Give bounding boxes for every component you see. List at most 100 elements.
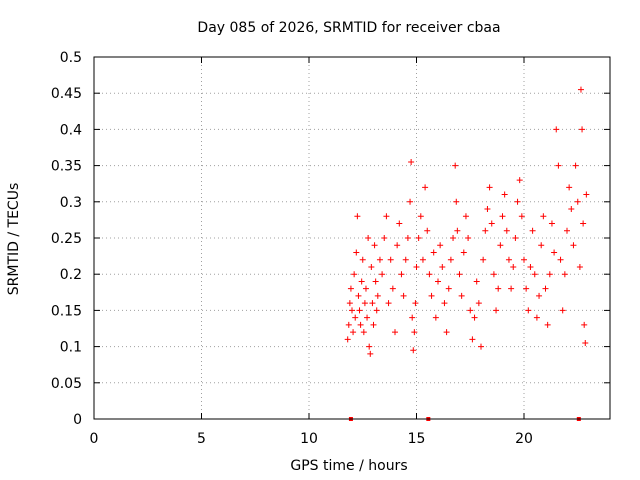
data-point (374, 292, 381, 299)
data-point (572, 162, 579, 169)
data-point (447, 256, 454, 263)
data-point (408, 158, 415, 165)
data-point (458, 292, 465, 299)
data-point (357, 321, 364, 328)
data-point (538, 242, 545, 249)
data-point (407, 198, 414, 205)
data-point (579, 126, 586, 133)
data-point (439, 263, 446, 270)
data-point (453, 198, 460, 205)
data-point (383, 213, 390, 220)
data-point (404, 235, 411, 241)
data-point (475, 300, 482, 307)
data-point (367, 350, 374, 357)
data-point (369, 300, 376, 307)
data-point (460, 249, 467, 256)
data-point (379, 271, 386, 278)
data-point (544, 321, 551, 328)
x-tick-label: 15 (408, 431, 426, 447)
data-point (533, 314, 540, 321)
data-point (370, 321, 377, 328)
points-layer (344, 86, 590, 357)
data-point (583, 191, 590, 198)
chart-title: Day 085 of 2026, SRMTID for receiver cba… (197, 20, 500, 36)
data-point (495, 285, 502, 292)
data-point (581, 321, 588, 328)
data-point (412, 300, 419, 307)
y-tick-label: 0.05 (51, 376, 82, 392)
data-point (480, 256, 487, 263)
x-tick-label: 20 (515, 431, 533, 447)
y-tick-label: 0.2 (60, 267, 82, 283)
data-point (450, 235, 457, 241)
x-tick-label: 5 (197, 431, 206, 447)
data-point (559, 307, 566, 314)
data-point (424, 227, 431, 234)
data-point (484, 206, 491, 213)
y-tick-label: 0.15 (51, 303, 82, 319)
data-point (488, 220, 495, 227)
data-point (564, 227, 570, 234)
data-point (387, 256, 394, 263)
data-point (376, 256, 383, 263)
x-tick-label: 0 (90, 431, 99, 447)
data-point (402, 256, 409, 263)
data-point (364, 314, 371, 321)
data-point (582, 339, 589, 346)
data-point (503, 227, 510, 234)
data-point (462, 213, 469, 220)
data-point (371, 242, 378, 249)
data-point (443, 329, 450, 336)
data-point (365, 235, 372, 241)
data-point (551, 249, 558, 256)
data-point (394, 242, 401, 249)
data-point (417, 213, 424, 220)
data-point (501, 191, 508, 198)
data-point (527, 263, 534, 270)
x-axis-label: GPS time / hours (290, 458, 407, 474)
data-point (518, 213, 525, 220)
data-point (456, 271, 463, 278)
data-point (352, 314, 359, 321)
data-point (574, 198, 581, 205)
data-point (355, 292, 362, 299)
data-point (465, 235, 472, 241)
data-point (373, 307, 380, 314)
y-tick-label: 0.45 (51, 86, 82, 102)
data-point (482, 227, 489, 234)
data-point (521, 256, 527, 263)
data-point (381, 235, 388, 241)
data-point (368, 263, 375, 270)
data-point (441, 300, 448, 307)
data-point (346, 300, 353, 307)
data-point (576, 263, 583, 270)
data-point (359, 256, 366, 263)
data-point (529, 227, 536, 234)
data-point (430, 249, 437, 256)
data-point (392, 329, 398, 336)
data-point (561, 271, 568, 278)
data-point (546, 271, 553, 278)
data-point (356, 307, 363, 314)
data-point (514, 198, 521, 205)
data-point (428, 292, 435, 299)
data-point (372, 278, 379, 285)
data-point (473, 278, 480, 285)
data-point (490, 271, 497, 278)
data-point (349, 307, 355, 314)
data-point (508, 285, 515, 292)
data-point (350, 329, 357, 336)
y-axis-label: SRMTID / TECUs (6, 183, 22, 296)
data-point (396, 220, 403, 227)
data-point (499, 213, 506, 220)
grid-layer (94, 57, 610, 419)
data-point (497, 242, 504, 249)
data-point (553, 126, 560, 133)
data-point (568, 206, 575, 213)
y-tick-label: 0.25 (51, 231, 82, 247)
data-point (454, 227, 461, 234)
data-point (557, 256, 564, 263)
y-tick-label: 0 (73, 412, 82, 428)
data-point (361, 300, 368, 307)
data-point (437, 242, 444, 249)
